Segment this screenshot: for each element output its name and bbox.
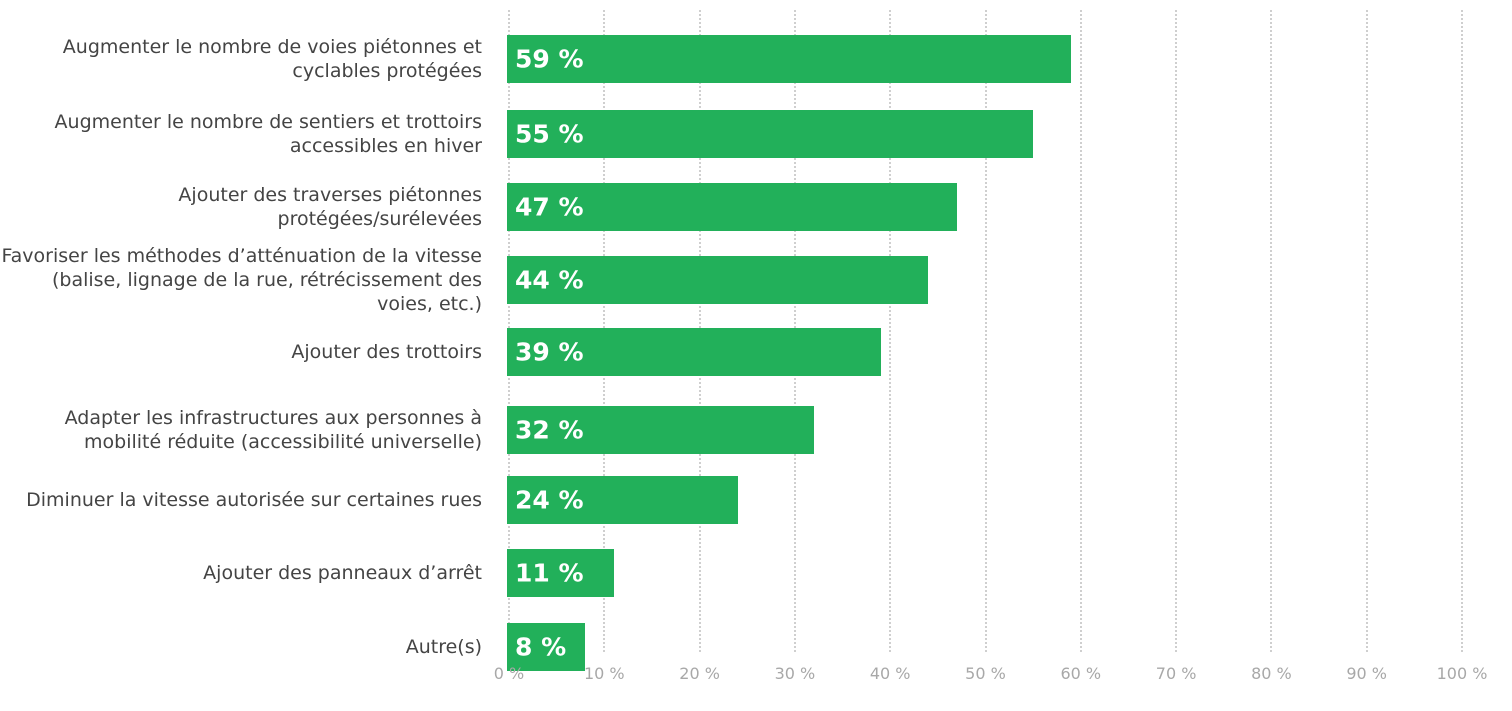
bar-value-label: 55 % bbox=[515, 119, 584, 149]
x-tick-label: 0 % bbox=[493, 664, 525, 683]
category-label: Autre(s) bbox=[405, 636, 482, 658]
bar bbox=[507, 110, 1034, 158]
category-label: Favoriser les méthodes d’atténuation de … bbox=[1, 245, 482, 315]
category-label: Diminuer la vitesse autorisée sur certai… bbox=[26, 489, 482, 511]
category-label: Augmenter le nombre de sentiers et trott… bbox=[54, 111, 482, 157]
bar-value-label: 39 % bbox=[515, 337, 584, 367]
x-tick-label: 10 % bbox=[583, 664, 625, 683]
bar bbox=[507, 256, 929, 304]
gridline-90 bbox=[1365, 10, 1368, 652]
bar bbox=[507, 623, 586, 671]
bar-value-label: 59 % bbox=[515, 44, 584, 74]
x-tick-label: 70 % bbox=[1155, 664, 1197, 683]
x-tick-label: 30 % bbox=[774, 664, 816, 683]
bar bbox=[507, 35, 1072, 83]
bar-value-label: 11 % bbox=[515, 558, 584, 588]
bar bbox=[507, 406, 814, 454]
x-tick-label: 100 % bbox=[1436, 664, 1488, 683]
x-tick-label: 20 % bbox=[679, 664, 720, 683]
bar-value-label: 32 % bbox=[515, 415, 584, 445]
bar bbox=[507, 328, 881, 376]
gridline-100 bbox=[1461, 10, 1463, 652]
x-tick-label: 50 % bbox=[965, 664, 1006, 683]
gridline-80 bbox=[1270, 10, 1273, 652]
x-tick-label: 80 % bbox=[1251, 664, 1292, 683]
gridline-50 bbox=[984, 10, 987, 652]
gridline-70 bbox=[1175, 10, 1178, 652]
category-label: Adapter les infrastructures aux personne… bbox=[64, 407, 482, 453]
bar-value-label: 24 % bbox=[515, 485, 584, 515]
bar-value-label: 47 % bbox=[515, 192, 584, 222]
category-label: Ajouter des trottoirs bbox=[291, 341, 482, 363]
gridline-60 bbox=[1079, 10, 1082, 652]
bar-value-label: 44 % bbox=[515, 265, 584, 295]
bar bbox=[507, 549, 614, 597]
x-tick-label: 60 % bbox=[1060, 664, 1102, 683]
category-label: Augmenter le nombre de voies piétonnes e… bbox=[62, 36, 482, 82]
x-tick-label: 40 % bbox=[869, 664, 911, 683]
gridline-40 bbox=[889, 10, 892, 652]
x-tick-label: 90 % bbox=[1346, 664, 1388, 683]
bar bbox=[507, 476, 738, 524]
category-label: Ajouter des traverses piétonnes protégée… bbox=[178, 184, 482, 230]
bar-value-label: 8 % bbox=[515, 632, 567, 662]
bar bbox=[507, 183, 957, 231]
category-label: Ajouter des panneaux d’arrêt bbox=[203, 562, 482, 584]
